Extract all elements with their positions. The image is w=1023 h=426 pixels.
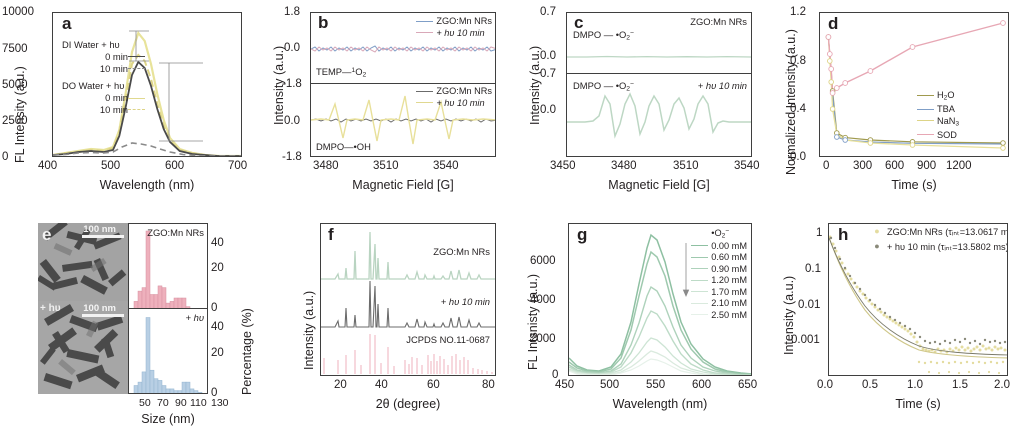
panel-b-bottom-plot: DMPO—•OH ZGO:Mn NRs + hυ 10 min	[310, 84, 496, 157]
panel-g-legend-item-6: 2.50 mM	[691, 310, 747, 322]
panel-f-xlabel: 2θ (degree)	[375, 397, 441, 411]
panel-d-xlabel: Time (s)	[891, 178, 937, 192]
panel-g-legend-item-2: 0.90 mM	[691, 264, 747, 276]
panel-e-tem-top: 100 nm	[38, 223, 128, 301]
panel-f-plot-area: ZGO:Mn NRs + hυ 10 min JCPDS NO.11-0687	[320, 223, 496, 376]
scalebar-bottom	[82, 314, 124, 317]
panel-d-legend: H2O TBA NaN3 SOD	[917, 90, 959, 141]
panel-c: Intensity (a.u.) DMPO — •O2− ZGO:Mn NRs …	[528, 6, 760, 192]
panel-g-legend-title: •O2−	[711, 228, 730, 240]
panel-e-ylabel: Percentage (%)	[240, 308, 254, 395]
legend-line-di-0min	[128, 56, 145, 58]
panel-c-bottom-right: + hυ 10 min	[697, 80, 747, 91]
legend-group-do: DO Water + hυ	[62, 80, 125, 92]
panel-b-top-plot: TEMP—1O2 ZGO:Mn NRs + hυ 10 min	[310, 12, 496, 84]
panel-b-top-legend-2: + hυ 10 min	[416, 28, 492, 40]
panel-c-label: c	[574, 13, 584, 32]
scalebar-top	[82, 235, 124, 238]
panel-f-trace-label-1: ZGO:Mn NRs	[433, 246, 490, 257]
panel-d-plot-area	[819, 12, 1009, 157]
panel-d-label: d	[828, 14, 839, 33]
panel-f-trace-label-2: + hυ 10 min	[440, 296, 490, 307]
panel-e-hist-bottom-title: + hυ	[185, 312, 204, 323]
panel-e: 100 nm 100 nm	[0, 205, 256, 426]
panel-b: Intensity (a.u.) TEMP—1O2 ZGO:Mn NRs + h…	[256, 0, 512, 200]
panel-g-legend-item-0: 0.00 mM	[691, 241, 747, 253]
panel-c-xlabel: Magnetic Field [G]	[608, 178, 710, 192]
panel-h: Intensity (a.u.) ● ZGO:Mn NR	[768, 205, 1023, 416]
panel-f-trace-label-3: JCPDS NO.11-0687	[406, 334, 490, 345]
panel-f: Intensity (a.u.)	[256, 205, 512, 416]
panel-h-label: h	[838, 225, 849, 244]
legend-sod: SOD	[917, 130, 959, 142]
panel-a-legend: DI Water + hυ 0 min 10 min DO Water + hυ…	[62, 39, 148, 116]
panel-g-legend-item-1: 0.60 mM	[691, 252, 747, 264]
panel-f-ylabel: Intensity (a.u.)	[302, 290, 316, 370]
legend-do-0min: 0 min	[105, 92, 128, 103]
legend-di-10min: 10 min	[99, 62, 128, 74]
panel-e-tem-bottom-label: + hυ	[40, 303, 61, 314]
panel-g-ylabel: FL Intsnisty (a.u.)	[526, 273, 540, 370]
panel-h-legend-item-1: ● + hυ 10 min (τᵢₙₜ=13.5802 ms)	[874, 240, 1008, 252]
panel-b-bottom-probe: DMPO—•OH	[316, 141, 371, 153]
legend-h2o: H2O	[917, 90, 959, 104]
panel-a-label: a	[62, 14, 72, 33]
legend-di-0min: 0 min	[105, 50, 128, 62]
panel-g-label: g	[577, 225, 588, 244]
panel-e-hist-top: ZGO:Mn NRs	[128, 223, 208, 309]
panel-c-bottom-probe: DMPO — •O2−	[573, 80, 635, 93]
panel-b-xlabel: Magnetic Field [G]	[352, 178, 454, 192]
scalebar-top-label: 100 nm	[83, 224, 116, 235]
panel-c-top-plot: DMPO — •O2− ZGO:Mn NRs	[566, 12, 752, 74]
legend-tba: TBA	[917, 104, 959, 116]
legend-dash-do-10min	[128, 109, 145, 111]
panel-h-legend-item-0: ● ZGO:Mn NRs (τᵢₙₜ=13.0617 ms)	[874, 226, 1008, 237]
legend-group-di: DI Water + hυ	[62, 39, 120, 50]
legend-do-10min: 10 min	[99, 103, 128, 115]
panel-e-xlabel: Size (nm)	[141, 412, 195, 426]
panel-h-xlabel: Time (s)	[895, 397, 941, 411]
panel-e-hist-bottom: + hυ	[128, 309, 208, 394]
panel-g-legend-item-4: 1.70 mM	[691, 287, 747, 299]
panel-g-legend-item-3: 1.20 mM	[691, 275, 747, 287]
panel-g: FL Intsnisty (a.u.) •O2− 0.00 mM 0.60 mM	[526, 223, 758, 411]
panel-b-bottom-legend-2: + hυ 10 min	[416, 98, 492, 110]
panel-g-xlabel: Wavelength (nm)	[612, 397, 708, 411]
legend-nan3: NaN3	[917, 116, 959, 130]
legend-dash-di-10min	[128, 68, 145, 69]
scalebar-bottom-label: 100 nm	[83, 303, 116, 314]
panel-c-top-probe: DMPO — •O2−	[573, 29, 635, 42]
panel-h-plot-area: ● ZGO:Mn NRs (τᵢₙₜ=13.0617 ms) ● + hυ 10 m…	[828, 223, 1008, 376]
legend-line-do-0min	[128, 97, 145, 99]
panel-g-legend: •O2− 0.00 mM 0.60 mM 0.90 mM 1.20 mM 1.7…	[691, 228, 747, 321]
panel-b-top-legend-1: ZGO:Mn NRs	[416, 16, 492, 28]
panel-c-title-right: ZGO:Mn NRs	[690, 16, 747, 27]
panel-b-bottom-legend-1: ZGO:Mn NRs	[416, 86, 492, 98]
panel-c-bottom-plot: DMPO — •O2− + hυ 10 min	[566, 74, 752, 157]
panel-a-plot-area	[52, 12, 242, 157]
panel-b-label: b	[318, 13, 329, 32]
panel-g-legend-item-5: 2.10 mM	[691, 298, 747, 310]
panel-f-label: f	[328, 225, 334, 244]
panel-d: Normalized Intensity (a.u.)	[768, 0, 1023, 200]
panel-b-top-probe: TEMP—1O2	[316, 65, 367, 79]
panel-g-plot-area: •O2− 0.00 mM 0.60 mM 0.90 mM 1.20 mM 1.7…	[568, 223, 752, 376]
panel-e-tem-bottom: 100 nm + hυ	[38, 301, 128, 394]
panel-e-hist-top-title: ZGO:Mn NRs	[147, 227, 204, 238]
panel-e-label: e	[42, 225, 52, 244]
panel-a-xlabel: Wavelength (nm)	[99, 178, 195, 192]
panel-h-legend: ● ZGO:Mn NRs (τᵢₙₜ=13.0617 ms) ● + hυ 10 m…	[869, 226, 1008, 253]
panel-a: FL Intensity (a.u.)	[2, 6, 248, 192]
